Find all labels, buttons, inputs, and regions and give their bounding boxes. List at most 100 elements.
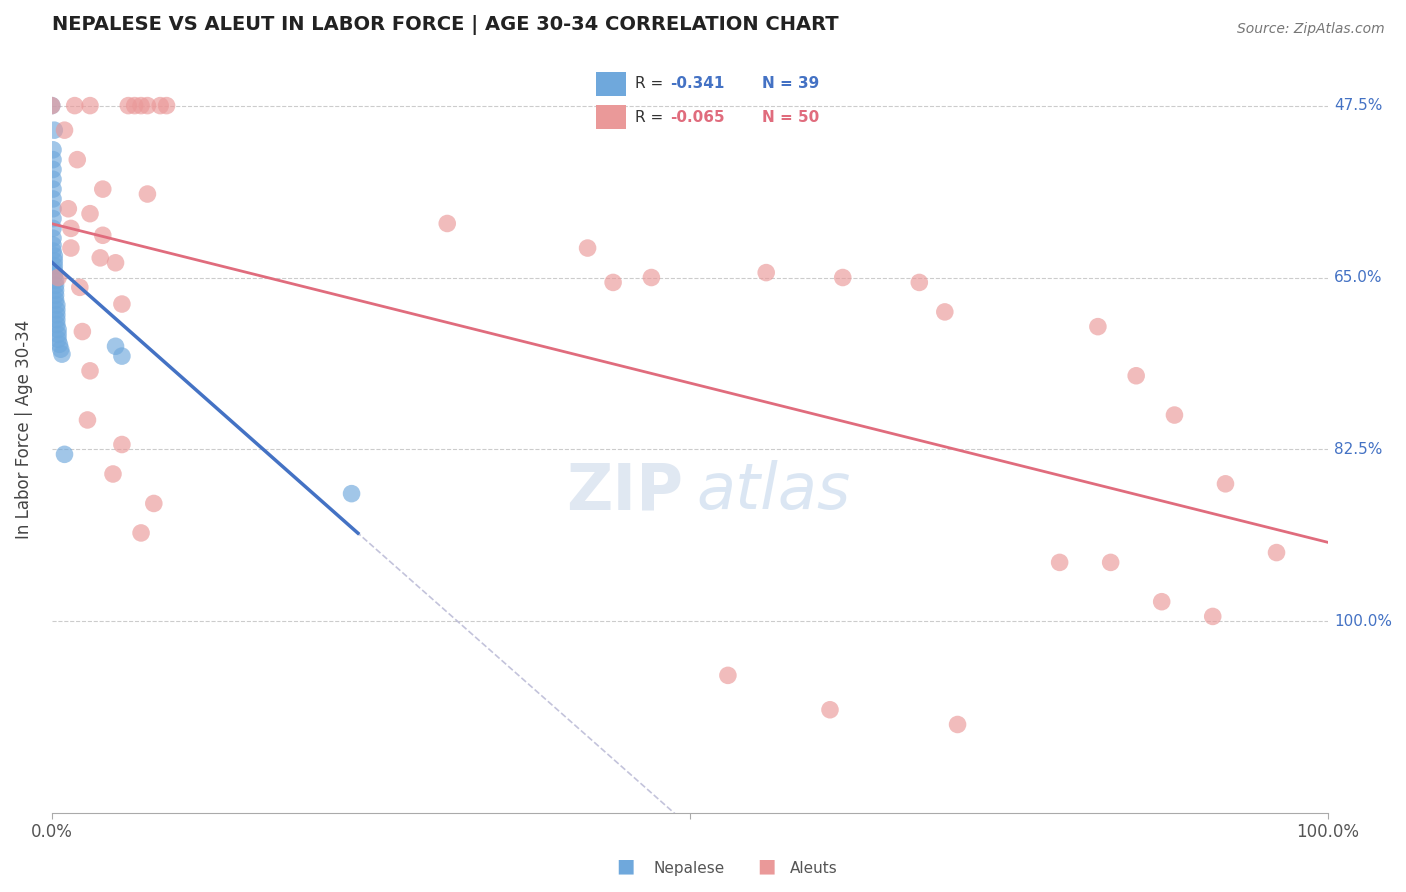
Point — [79, 207, 101, 221]
Text: 65.0%: 65.0% — [1334, 270, 1382, 285]
Text: 100.0%: 100.0% — [1334, 614, 1392, 629]
Point — [79, 98, 101, 112]
Point — [63, 98, 86, 112]
Bar — [596, 105, 626, 129]
Point — [42, 238, 65, 252]
Point — [1125, 368, 1147, 383]
Text: ■: ■ — [616, 857, 636, 876]
Point — [104, 256, 127, 270]
Point — [129, 98, 152, 112]
Point — [640, 270, 662, 285]
Point — [1202, 609, 1225, 624]
Point — [45, 302, 67, 317]
Point — [1163, 408, 1185, 422]
Point — [46, 270, 69, 285]
Point — [1150, 595, 1173, 609]
Point — [1099, 555, 1122, 569]
Point — [44, 263, 66, 277]
Point — [49, 343, 72, 357]
Point — [42, 221, 65, 235]
Point — [69, 280, 91, 294]
Point — [45, 278, 67, 293]
Point — [129, 525, 152, 540]
Point — [58, 202, 80, 216]
Point — [44, 253, 66, 268]
Point — [51, 347, 73, 361]
Point — [136, 98, 159, 112]
Point — [45, 283, 67, 297]
Point — [42, 244, 65, 258]
Point — [48, 337, 70, 351]
Text: Source: ZipAtlas.com: Source: ZipAtlas.com — [1237, 22, 1385, 37]
Point — [44, 259, 66, 273]
Y-axis label: In Labor Force | Age 30-34: In Labor Force | Age 30-34 — [15, 320, 32, 540]
Point — [104, 339, 127, 353]
Point — [602, 276, 624, 290]
Point — [46, 333, 69, 347]
Point — [42, 153, 65, 167]
Bar — [596, 71, 626, 95]
Point — [340, 486, 363, 500]
Point — [42, 231, 65, 245]
Point — [45, 312, 67, 326]
Text: ZIP: ZIP — [567, 460, 683, 522]
Point — [831, 270, 853, 285]
Text: N = 39: N = 39 — [762, 76, 820, 91]
Point — [53, 447, 76, 461]
Text: R =: R = — [636, 76, 668, 91]
Point — [59, 221, 82, 235]
Text: N = 50: N = 50 — [762, 110, 820, 125]
Point — [42, 172, 65, 186]
Point — [1087, 319, 1109, 334]
Point — [124, 98, 146, 112]
Point — [818, 703, 841, 717]
Point — [79, 364, 101, 378]
Point — [41, 98, 63, 112]
Point — [91, 182, 114, 196]
Text: -0.065: -0.065 — [671, 110, 725, 125]
Point — [946, 717, 969, 731]
Text: R =: R = — [636, 110, 668, 125]
Point — [908, 276, 931, 290]
Point — [149, 98, 172, 112]
Point — [101, 467, 124, 481]
Point — [45, 308, 67, 322]
Point — [45, 288, 67, 302]
Text: Nepalese: Nepalese — [654, 861, 725, 876]
Point — [41, 98, 63, 112]
Point — [76, 413, 98, 427]
Text: Aleuts: Aleuts — [790, 861, 838, 876]
Text: ■: ■ — [756, 857, 776, 876]
Point — [576, 241, 599, 255]
Point — [436, 217, 458, 231]
Point — [59, 241, 82, 255]
Point — [66, 153, 89, 167]
Point — [46, 327, 69, 342]
Point — [934, 305, 956, 319]
Point — [42, 182, 65, 196]
Point — [155, 98, 177, 112]
Point — [1265, 545, 1288, 559]
Text: NEPALESE VS ALEUT IN LABOR FORCE | AGE 30-34 CORRELATION CHART: NEPALESE VS ALEUT IN LABOR FORCE | AGE 3… — [52, 15, 838, 35]
Point — [42, 192, 65, 206]
Point — [142, 496, 165, 510]
Point — [44, 123, 66, 137]
Point — [755, 266, 778, 280]
Point — [44, 268, 66, 283]
Point — [717, 668, 740, 682]
Point — [42, 143, 65, 157]
Point — [53, 123, 76, 137]
Point — [1049, 555, 1071, 569]
Text: 82.5%: 82.5% — [1334, 442, 1382, 457]
Point — [45, 293, 67, 307]
Point — [72, 325, 94, 339]
Point — [136, 187, 159, 202]
Point — [42, 202, 65, 216]
Point — [1215, 476, 1237, 491]
Point — [89, 251, 111, 265]
Point — [111, 349, 134, 363]
Point — [111, 297, 134, 311]
Point — [42, 211, 65, 226]
Point — [45, 318, 67, 332]
Point — [111, 437, 134, 451]
